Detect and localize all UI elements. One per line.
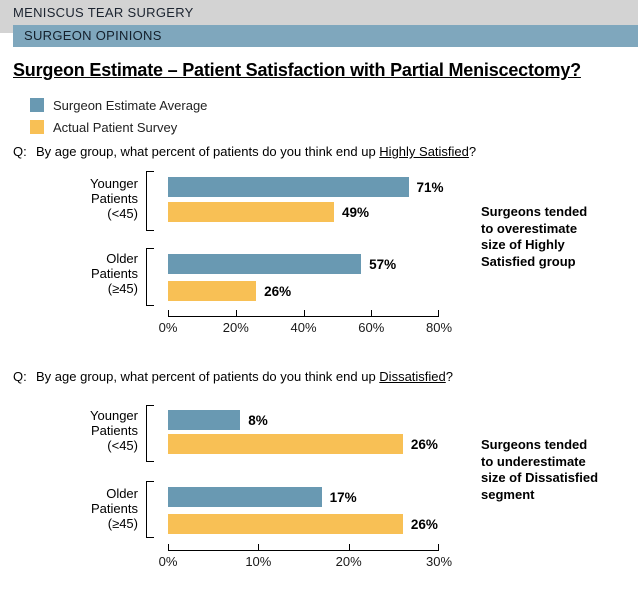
bar-surgeon-older-dissatisfied xyxy=(168,487,322,507)
annotation-line: Surgeons tended xyxy=(481,437,588,452)
axis-tick-label: 0% xyxy=(158,554,178,569)
bar-value-label: 26% xyxy=(410,436,438,452)
bar-value-label: 49% xyxy=(341,204,370,220)
bar-row: 57% xyxy=(168,254,439,274)
bar-patient-younger-dissatisfied xyxy=(168,434,403,454)
x-axis xyxy=(168,544,439,551)
group-bracket xyxy=(146,171,154,231)
bar-surgeon-younger-highly-satisfied xyxy=(168,177,409,197)
axis-tick xyxy=(438,544,439,550)
annotation-line: to underestimate xyxy=(481,453,586,469)
group-bracket xyxy=(146,481,154,538)
category-line: (≥45) xyxy=(107,516,138,531)
axis-tick xyxy=(168,310,169,316)
legend: Surgeon Estimate Average Actual Patient … xyxy=(30,94,207,138)
legend-item: Surgeon Estimate Average xyxy=(30,94,207,116)
bar-value-label: 17% xyxy=(329,489,357,505)
x-axis xyxy=(168,310,439,317)
category-line: Patients xyxy=(91,423,138,438)
question-underlined-term: Highly Satisfied xyxy=(379,144,469,159)
x-axis-labels: 0% 20% 40% 60% 80% xyxy=(159,320,452,336)
question-text: By age group, what percent of patients d… xyxy=(36,144,380,159)
axis-tick xyxy=(303,310,305,316)
question-underlined-term: Dissatisfied xyxy=(379,369,446,384)
annotation-line: Satisfied group xyxy=(481,253,576,269)
bar-surgeon-younger-dissatisfied xyxy=(168,410,241,430)
axis-tick-label: 40% xyxy=(290,320,317,335)
axis-tick xyxy=(258,544,260,550)
category-line: Younger xyxy=(90,408,138,423)
question-prefix: Q: xyxy=(13,369,27,384)
category-line: Patients xyxy=(91,191,138,206)
annotation-line: segment xyxy=(481,486,535,502)
bar-row: 17% xyxy=(168,487,439,507)
annotation-line: Surgeons tended xyxy=(481,204,588,219)
slide-title: Surgeon Estimate – Patient Satisfaction … xyxy=(13,60,581,80)
question-text: By age group, what percent of patients d… xyxy=(36,369,380,384)
legend-item: Actual Patient Survey xyxy=(30,116,207,138)
axis-tick xyxy=(438,310,439,316)
category-label-younger: Younger Patients (<45) xyxy=(40,408,138,453)
annotation-line: size of Dissatisfied xyxy=(481,470,599,485)
category-line: Patients xyxy=(91,266,138,281)
axis-tick xyxy=(348,544,350,550)
category-label-younger: Younger Patients (<45) xyxy=(40,176,138,221)
category-line: (<45) xyxy=(107,438,138,453)
category-line: (≥45) xyxy=(107,281,138,296)
legend-label: Actual Patient Survey xyxy=(53,119,178,135)
category-label-older: Older Patients (≥45) xyxy=(40,251,138,296)
annotation-underestimate: Surgeons tended to underestimate size of… xyxy=(481,437,638,503)
question-highly-satisfied: Q: By age group, what percent of patients… xyxy=(13,144,476,159)
category-line: Older xyxy=(106,486,138,501)
question-suffix: ? xyxy=(445,369,453,384)
axis-tick-label: 20% xyxy=(335,554,362,569)
bar-surgeon-older-highly-satisfied xyxy=(168,254,362,274)
question-dissatisfied: Q: By age group, what percent of patients… xyxy=(13,369,453,384)
legend-swatch-surgeon-estimate xyxy=(30,98,44,112)
bar-value-label: 71% xyxy=(416,179,444,195)
group-bracket xyxy=(146,405,154,462)
axis-tick-label: 80% xyxy=(425,320,453,335)
bar-value-label: 26% xyxy=(264,283,292,299)
question-suffix: ? xyxy=(468,144,477,159)
category-line: (<45) xyxy=(107,206,138,221)
category-label-older: Older Patients (≥45) xyxy=(40,486,138,531)
bar-row: 26% xyxy=(168,514,439,534)
x-axis-labels: 0% 10% 20% 30% xyxy=(159,554,452,570)
bar-patient-younger-highly-satisfied xyxy=(168,202,334,222)
axis-tick xyxy=(235,310,237,316)
section-header-band: SURGEON OPINIONS xyxy=(13,25,638,47)
bar-row: 49% xyxy=(168,202,439,222)
bar-row: 26% xyxy=(168,281,439,301)
axis-tick xyxy=(371,310,373,316)
category-line: Younger xyxy=(90,176,138,191)
axis-tick-label: 10% xyxy=(245,554,272,569)
question-prefix: Q: xyxy=(13,144,27,159)
annotation-line: size of Highly xyxy=(481,237,565,252)
bar-row: 71% xyxy=(168,177,444,197)
group-bracket xyxy=(146,248,154,306)
section-header: SURGEON OPINIONS xyxy=(24,28,162,43)
legend-label: Surgeon Estimate Average xyxy=(53,97,208,113)
bar-value-label: 57% xyxy=(369,256,397,272)
axis-tick-label: 0% xyxy=(158,320,178,335)
bar-row: 8% xyxy=(168,410,439,430)
category-line: Patients xyxy=(91,501,138,516)
axis-tick xyxy=(168,544,169,550)
bar-value-label: 26% xyxy=(410,516,438,532)
annotation-overestimate: Surgeons tended to overestimate size of … xyxy=(481,204,638,270)
bar-patient-older-highly-satisfied xyxy=(168,281,257,301)
legend-swatch-patient-survey xyxy=(30,120,44,134)
annotation-line: to overestimate xyxy=(481,220,578,236)
axis-tick-label: 20% xyxy=(222,320,249,335)
bar-patient-older-dissatisfied xyxy=(168,514,403,534)
axis-tick-label: 60% xyxy=(358,320,385,335)
category-line: Older xyxy=(106,251,138,266)
topic-header: MENISCUS TEAR SURGERY xyxy=(13,5,194,20)
bar-row: 26% xyxy=(168,434,439,454)
bar-value-label: 8% xyxy=(248,412,268,428)
axis-tick-label: 30% xyxy=(425,554,453,569)
